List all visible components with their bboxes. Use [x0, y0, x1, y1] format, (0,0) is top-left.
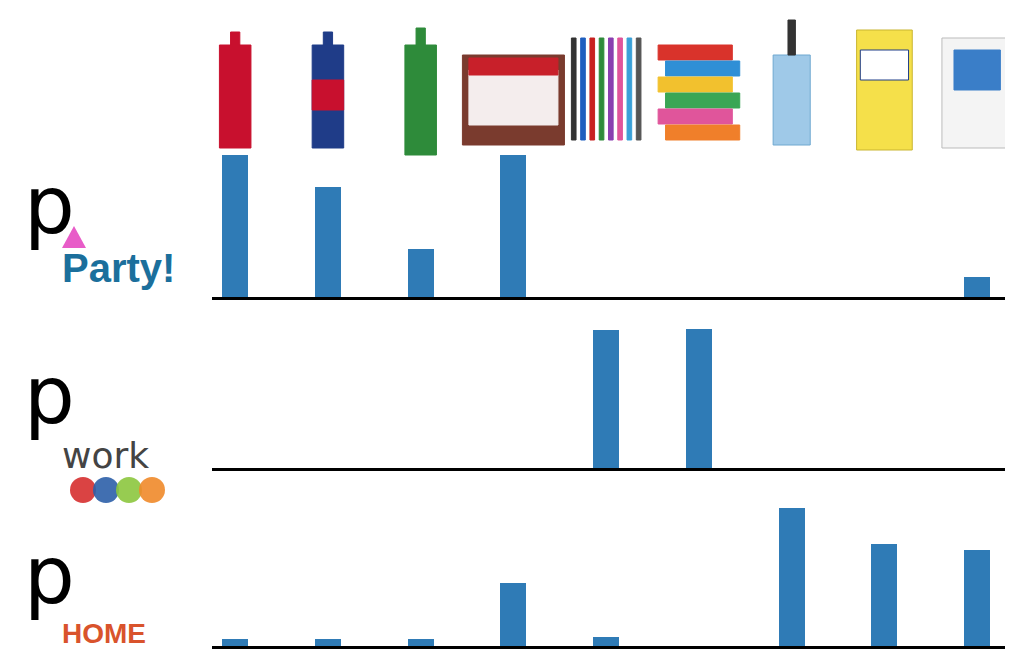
- svg-text:p: p: [24, 159, 75, 252]
- svg-text:p: p: [24, 349, 75, 442]
- svg-text:p: p: [24, 529, 75, 622]
- svg-text:HOME: HOME: [62, 618, 146, 649]
- svg-text:work: work: [62, 435, 149, 476]
- svg-text:Party!: Party!: [62, 246, 175, 290]
